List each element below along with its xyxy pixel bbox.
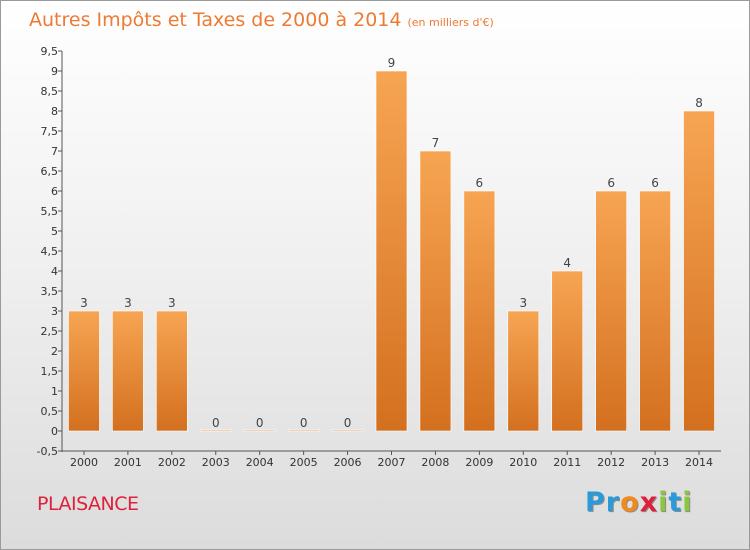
proxiti-logo: Proxiti [585,487,693,518]
y-tick-label: 1,5 [41,365,59,378]
x-tick-label-2004: 2004 [246,456,274,469]
bar-2011 [551,270,584,432]
bar-2006 [331,429,364,432]
y-tick-label: 2 [51,345,58,358]
x-tick-label-2007: 2007 [378,456,406,469]
value-label-2007: 9 [388,56,396,70]
chart-title: Autres Impôts et Taxes de 2000 à 2014 (en… [29,9,494,31]
y-tick-label: 5,5 [41,205,59,218]
bar-2010 [507,310,540,432]
x-tick-label-2001: 2001 [114,456,142,469]
y-tick-label: 7,5 [41,125,59,138]
logo-letter: i [682,487,693,518]
y-tick-label: 1 [51,385,58,398]
chart-title-text: Autres Impôts et Taxes de 2000 à 2014 [29,9,402,31]
bar-2008 [419,150,452,432]
y-tick-label: 7 [51,145,58,158]
value-label-2001: 3 [124,296,132,310]
bar-2002 [156,310,188,432]
bar-2003 [199,429,232,432]
y-tick-label: 9,5 [41,45,59,58]
bar-2014 [683,110,715,432]
logo-letter: P [585,487,606,518]
x-tick-label-2011: 2011 [553,456,581,469]
logo-letter: t [668,487,683,518]
y-tick-label: 8 [51,105,58,118]
x-tick-label-2010: 2010 [509,456,537,469]
bar-2005 [287,429,320,432]
y-tick-label: 4 [51,265,58,278]
y-tick-label: 9 [51,65,58,78]
y-tick-label: 3,5 [41,285,59,298]
x-tick-label-2002: 2002 [158,456,186,469]
logo-letter: o [620,487,640,518]
value-label-2005: 0 [300,416,308,430]
y-tick-label: 0 [51,425,58,438]
bar-2000 [68,310,100,432]
value-label-2003: 0 [212,416,220,430]
bar-2009 [463,190,496,432]
x-tick-label-2000: 2000 [70,456,98,469]
x-tick-label-2006: 2006 [334,456,362,469]
y-tick-label: 5 [51,225,58,238]
value-label-2009: 6 [476,176,484,190]
value-label-2000: 3 [80,296,88,310]
bar-2004 [243,429,276,432]
value-label-2004: 0 [256,416,264,430]
y-tick-label: 3 [51,305,58,318]
chart-subtitle: (en milliers d'€) [407,16,494,29]
value-label-2010: 3 [519,296,527,310]
bar-2012 [595,190,627,432]
logo-letter: x [639,487,659,518]
y-tick-label: 4,5 [41,245,59,258]
place-name: PLAISANCE [37,493,139,515]
logo-letter: r [605,487,621,518]
y-tick-label: 6 [51,185,58,198]
logo-letter: i [658,487,669,518]
value-label-2013: 6 [651,176,659,190]
y-tick-label: 8,5 [41,85,59,98]
x-tick-label-2014: 2014 [685,456,713,469]
x-tick-label-2003: 2003 [202,456,230,469]
x-tick-label-2013: 2013 [641,456,669,469]
value-label-2008: 7 [432,136,440,150]
y-tick-label: 0,5 [41,405,59,418]
y-tick-label: 2,5 [41,325,59,338]
x-tick-label-2012: 2012 [597,456,625,469]
bar-2007 [375,70,408,432]
y-tick-label: -0,5 [37,445,58,458]
value-label-2011: 4 [563,256,571,270]
value-label-2002: 3 [168,296,176,310]
x-tick-label-2009: 2009 [465,456,493,469]
value-label-2014: 8 [695,96,703,110]
bar-2013 [639,190,671,432]
x-tick-label-2005: 2005 [290,456,318,469]
value-label-2012: 6 [607,176,615,190]
y-tick-label: 6,5 [41,165,59,178]
bar-2001 [112,310,144,432]
value-label-2006: 0 [344,416,352,430]
x-tick-label-2008: 2008 [421,456,449,469]
